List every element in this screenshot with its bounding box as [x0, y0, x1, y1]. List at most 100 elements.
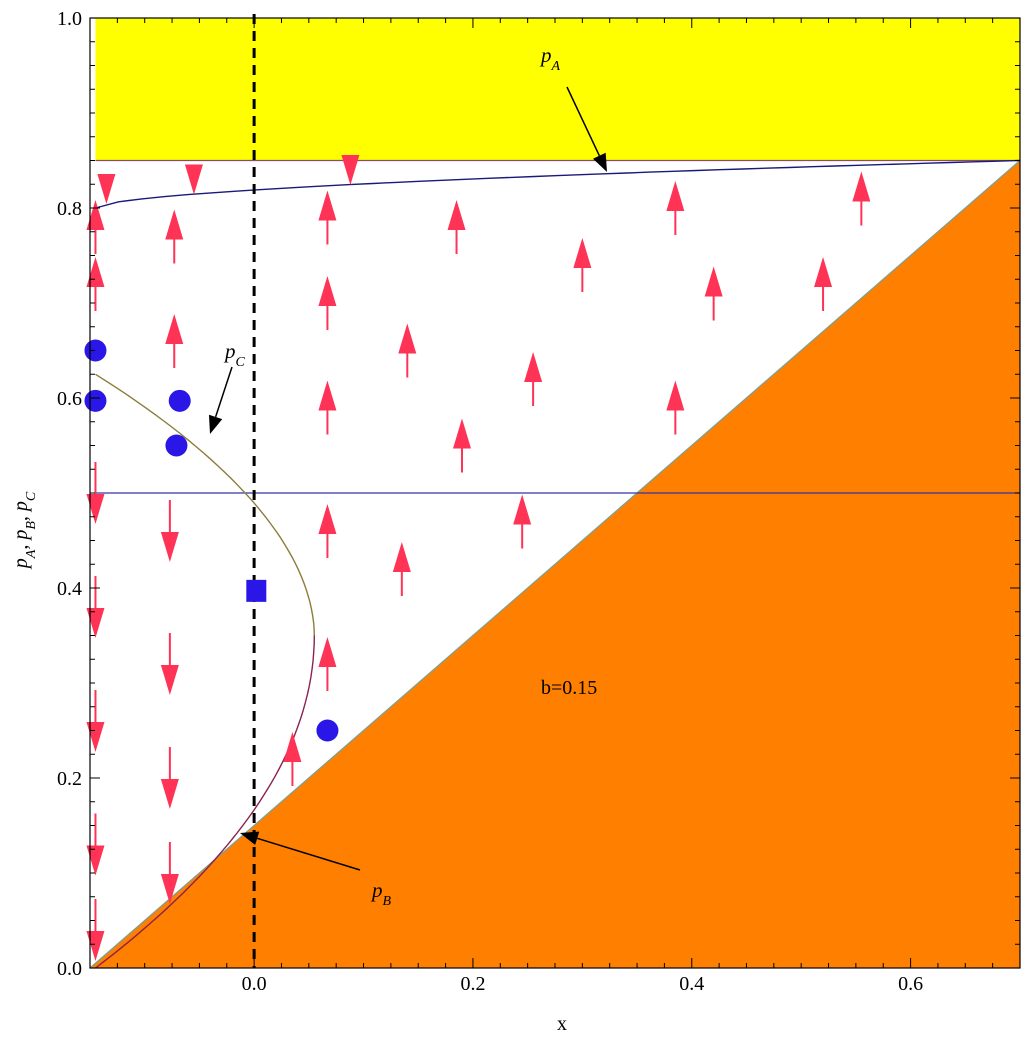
pC-label-p: p: [223, 339, 236, 363]
y-axis-title-part: ,: [10, 540, 32, 550]
arrow-down: [86, 576, 105, 638]
axis-ticks: 0.0 0.2 0.4 0.6 0.0 0.2 0.4 0.6 0.8 1.0: [57, 8, 1021, 995]
arrow-head: [86, 494, 105, 524]
y-axis-title-part: p: [10, 530, 32, 542]
arrow-up: [573, 238, 592, 292]
arrow-down: [184, 164, 203, 195]
arrow-down: [160, 747, 179, 809]
arrow-down: [341, 155, 360, 185]
chart-regions: [89, 18, 1021, 969]
y-tick-label: 1.0: [57, 8, 82, 30]
pA-label-sub: A: [551, 59, 561, 74]
arrow-head: [160, 874, 179, 904]
pA-curve: [95, 159, 1021, 209]
arrow-up: [852, 171, 871, 226]
arrow-head: [573, 238, 592, 268]
arrow-up: [704, 266, 723, 321]
arrow-head: [184, 164, 203, 195]
arrow-up: [513, 494, 532, 549]
arrow-down: [86, 813, 105, 876]
arrow-head: [318, 190, 337, 221]
arrow-up: [318, 637, 337, 691]
arrow-down: [160, 633, 179, 695]
chart-curves: [95, 14, 1021, 969]
arrow-head: [86, 608, 105, 638]
arrow-head: [318, 380, 337, 411]
y-tick-label: 0.4: [57, 578, 82, 600]
pB-curve: [95, 635, 315, 969]
arrow-head: [86, 931, 105, 961]
arrow-head: [524, 352, 543, 382]
arrow-head: [86, 200, 105, 230]
y-axis-title-part: p: [10, 558, 32, 570]
circle-point: [316, 719, 339, 742]
arrow-up: [318, 276, 337, 330]
pB-label-p: p: [370, 878, 383, 902]
arrow-up: [318, 504, 337, 558]
pB-label-sub: B: [383, 894, 392, 909]
arrow-head: [398, 323, 417, 354]
pC-pointer: [208, 366, 233, 434]
arrow-head: [160, 665, 179, 695]
arrow-head: [86, 722, 105, 752]
y-axis-title: pA, pB, pC: [10, 491, 39, 570]
arrow-down: [97, 174, 116, 204]
arrow-up: [666, 181, 685, 235]
square-point: [246, 579, 267, 602]
pointer-head: [208, 414, 223, 434]
pointer-shaft: [256, 837, 361, 871]
pointer-shaft: [214, 366, 233, 418]
y-tick-label: 0.8: [57, 198, 82, 220]
pA-pointer: [566, 86, 607, 172]
y-axis-title-part: B: [24, 521, 39, 530]
x-tick-label: 0.6: [898, 973, 923, 995]
arrow-up: [318, 380, 337, 435]
arrow-head: [86, 845, 105, 876]
circle-point: [84, 339, 107, 362]
pB-label: pB: [370, 878, 392, 909]
arrow-head: [86, 257, 105, 287]
arrow-up: [398, 323, 417, 378]
y-tick-label: 0.6: [57, 388, 82, 410]
y-axis-title-part: C: [24, 491, 39, 501]
arrow-up: [283, 732, 302, 786]
arrow-head: [453, 418, 471, 449]
arrow-up: [392, 542, 411, 596]
pointer-head: [593, 152, 607, 172]
arrow-head: [165, 209, 184, 240]
arrow-head: [97, 174, 116, 204]
arrow-head: [160, 779, 179, 809]
arrow-head: [341, 155, 360, 185]
arrow-head: [283, 732, 302, 762]
arrow-head: [318, 637, 337, 667]
y-tick-label: 0.2: [57, 768, 82, 790]
pC-curve: [95, 373, 315, 636]
arrow-up: [453, 418, 471, 473]
arrow-down: [86, 899, 105, 961]
pC-label: pC: [223, 339, 246, 370]
arrow-head: [318, 504, 337, 534]
arrow-up: [814, 257, 833, 311]
arrow-down: [160, 842, 179, 904]
pointer-head: [240, 831, 260, 845]
data-points: [84, 339, 339, 742]
pB-pointer: [240, 831, 361, 871]
x-tick-label: 0.0: [242, 973, 267, 995]
pC-label-sub: C: [236, 355, 246, 370]
arrow-head: [165, 314, 184, 344]
arrow-up: [86, 200, 105, 254]
arrow-head: [160, 532, 179, 562]
arrow-head: [704, 266, 723, 297]
arrow-head: [392, 542, 411, 572]
arrow-head: [814, 257, 833, 287]
circle-point: [165, 434, 188, 457]
arrow-up: [666, 380, 685, 435]
circle-point: [168, 389, 191, 412]
arrow-down: [86, 462, 105, 524]
x-axis-title: x: [557, 1013, 567, 1035]
arrow-up: [318, 190, 337, 245]
arrow-up: [165, 314, 184, 368]
pA-label: pA: [539, 43, 561, 74]
arrow-down: [86, 690, 105, 752]
